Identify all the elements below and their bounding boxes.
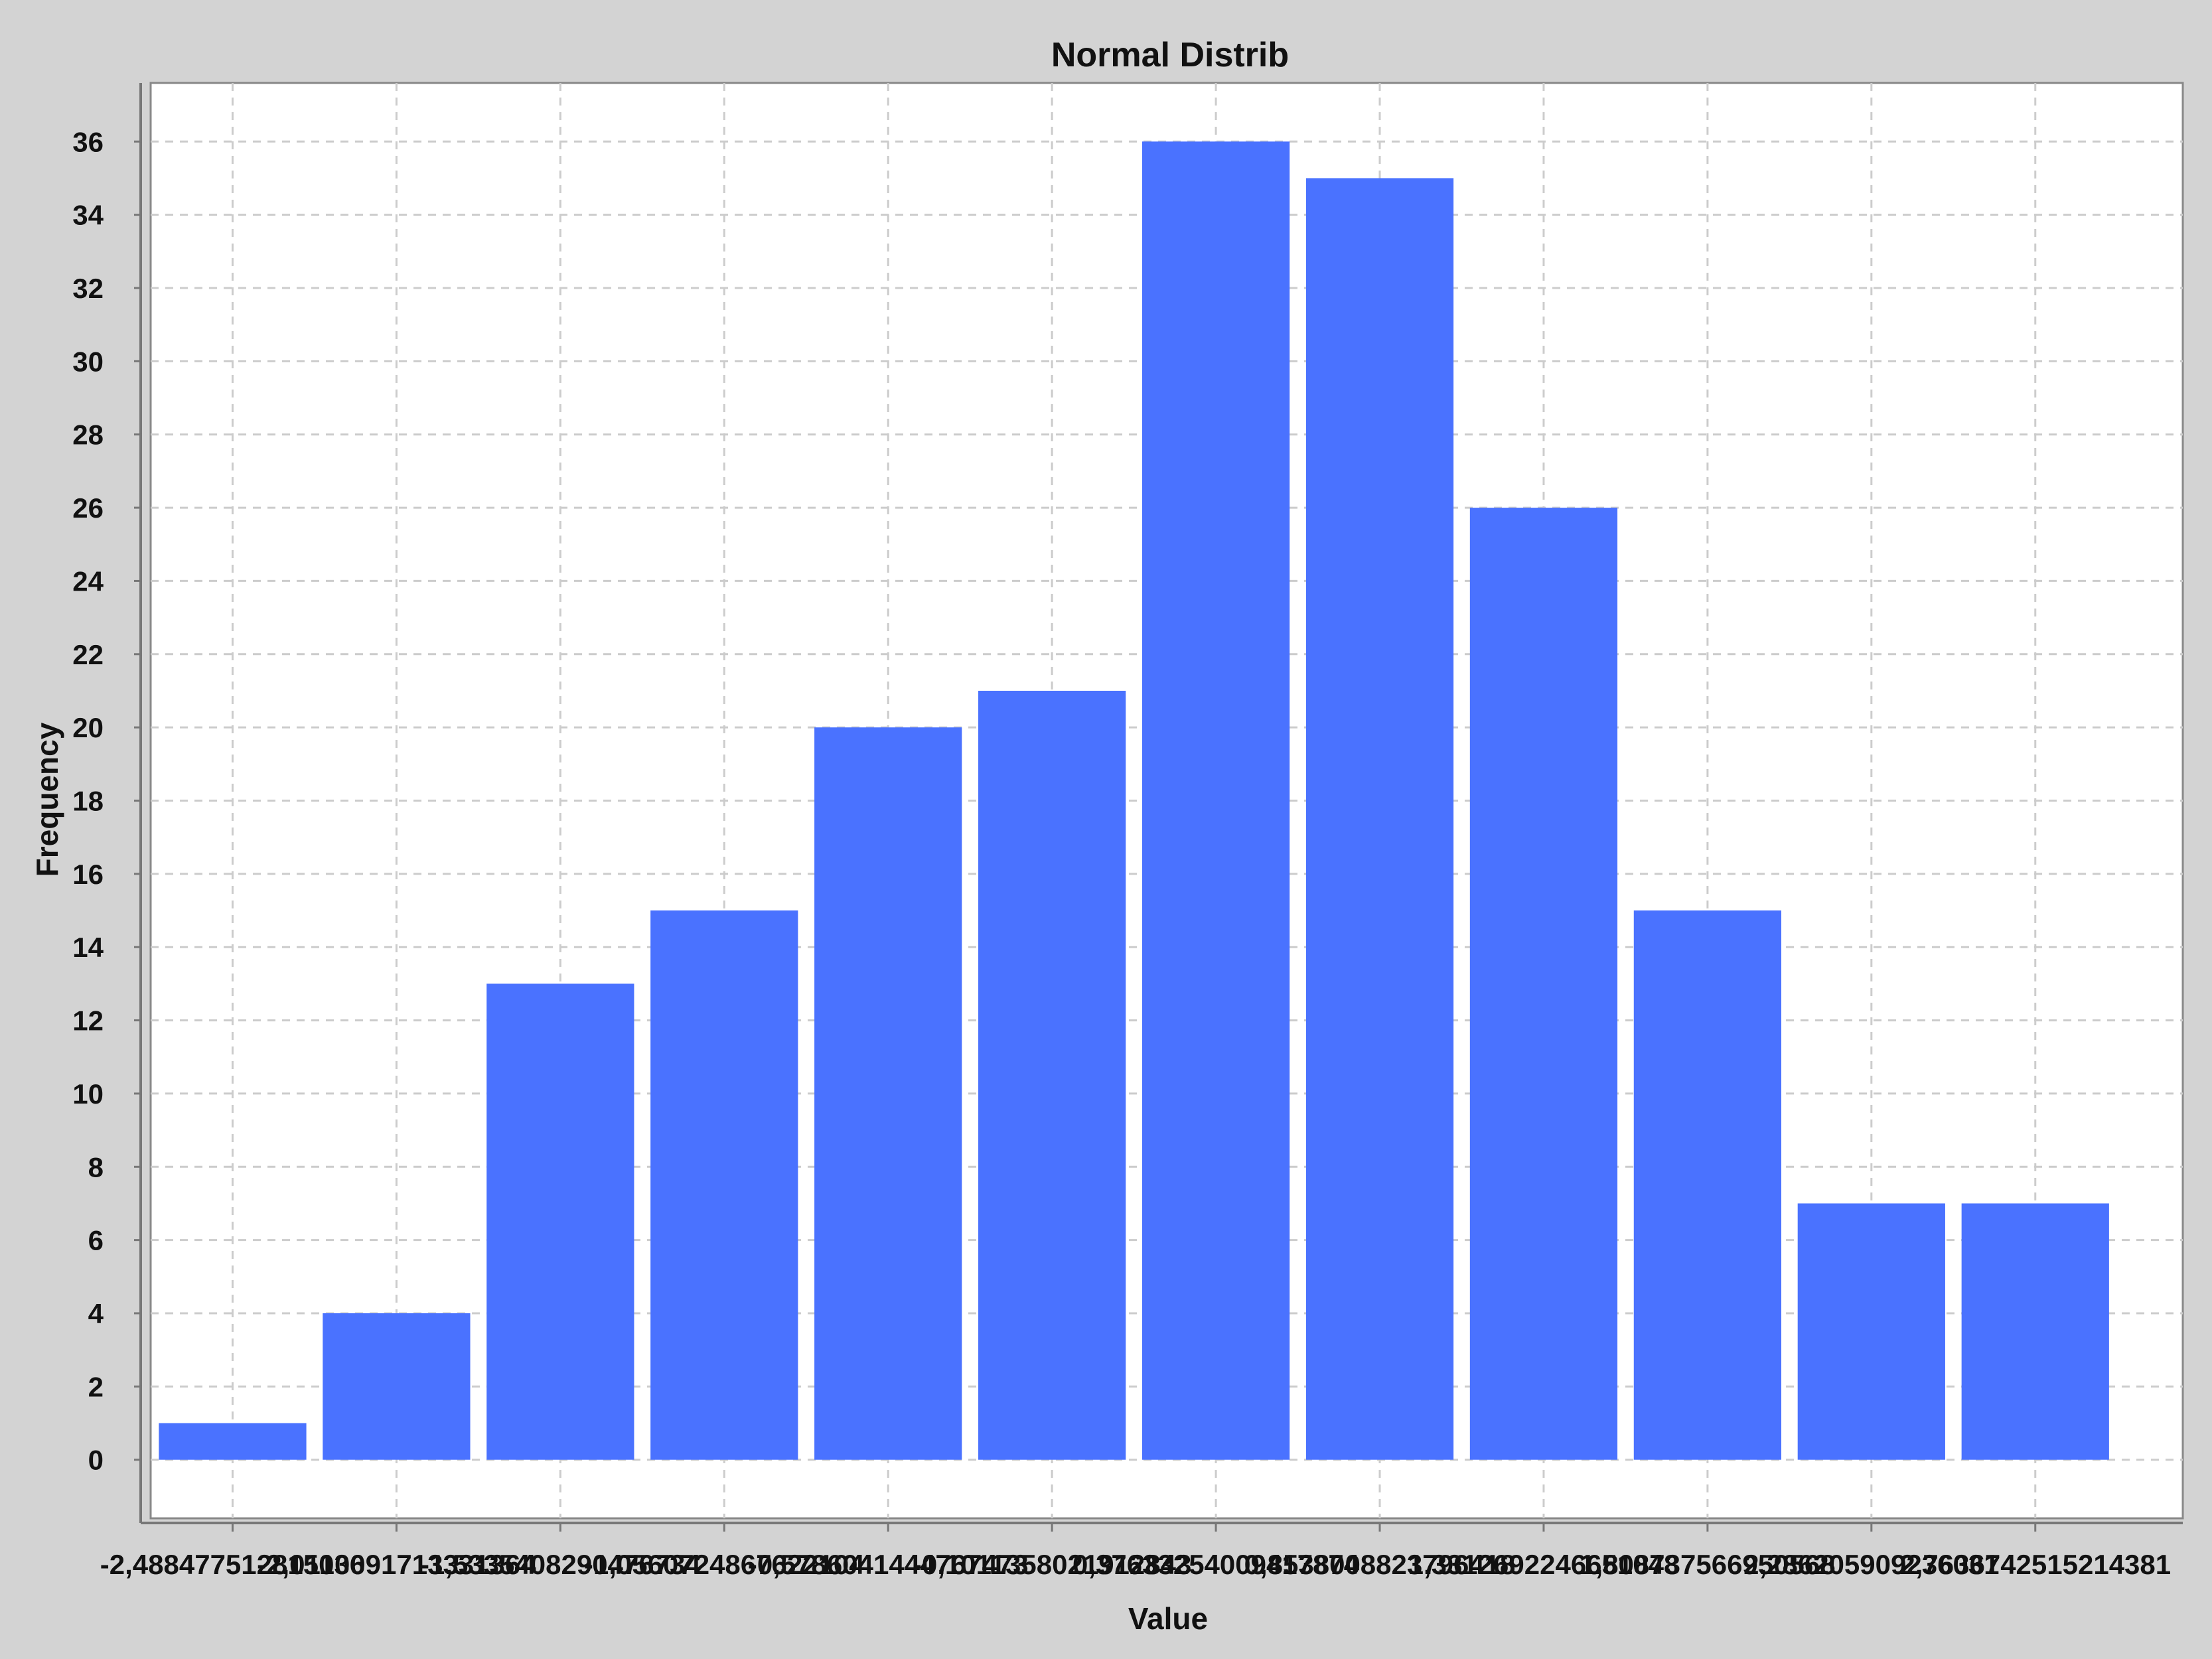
bar [650, 910, 798, 1460]
y-tick-label: 0 [88, 1445, 104, 1476]
chart-title: Normal Distrib [1051, 36, 1289, 74]
y-tick-label: 28 [72, 419, 104, 451]
x-tick-label: -0,5786041444767473 [748, 1549, 1029, 1580]
y-tick-label: 24 [72, 565, 104, 597]
bar [1961, 1203, 2109, 1460]
y-tick-label: 34 [72, 200, 104, 231]
y-axis-label: Frequency [30, 722, 64, 877]
bar [1797, 1203, 1945, 1460]
y-tick-label: 16 [72, 859, 104, 890]
bar [159, 1423, 307, 1460]
y-tick-label: 8 [88, 1151, 104, 1183]
x-tick-label: -1,5335408290476734 [420, 1549, 701, 1580]
y-tick-label: 14 [72, 932, 104, 963]
y-tick-label: 4 [88, 1298, 104, 1329]
bar [978, 690, 1126, 1460]
y-tick-label: 22 [72, 639, 104, 670]
bar [1142, 141, 1290, 1460]
y-tick-label: 6 [88, 1225, 104, 1256]
x-tick-label: -0,1011358021912843 [913, 1549, 1191, 1580]
y-tick-label: 10 [72, 1078, 104, 1110]
y-tick-label: 30 [72, 346, 104, 377]
x-tick-label: -1,0560724867622104 [584, 1549, 865, 1580]
bars [159, 141, 2109, 1460]
x-axis-label: Value [1128, 1601, 1208, 1636]
bar [1469, 508, 1618, 1460]
y-tick-label: 18 [72, 786, 104, 817]
bar [486, 983, 634, 1460]
x-tick-label: -2,0110091713331364 [257, 1549, 536, 1580]
y-tick-label: 36 [72, 126, 104, 157]
x-tick-label: 2,7636742515214381 [1899, 1549, 2171, 1580]
y-tick-label: 32 [72, 273, 104, 304]
x-tick-label: -2,488477512815036 [100, 1549, 365, 1580]
y-tick-label: 20 [72, 712, 104, 743]
x-axis-ticks: -2,488477512815036-2,0110091713331364-1,… [100, 1524, 2171, 1580]
bar [323, 1313, 471, 1460]
x-tick-label: 1,808737566950568 [1580, 1549, 1835, 1580]
y-tick-label: 12 [72, 1005, 104, 1037]
bar [814, 727, 962, 1460]
y-tick-label: 26 [72, 492, 104, 524]
y-tick-label: 2 [88, 1371, 104, 1402]
x-tick-label: 2,286205909236031 [1743, 1549, 1999, 1580]
x-tick-label: 0,37633254009417874 [1072, 1549, 1360, 1580]
bar [1305, 178, 1454, 1460]
x-tick-label: 0,8538008823796418 [1244, 1549, 1516, 1580]
bar [1633, 910, 1782, 1460]
x-tick-label: 1,3312692246651048 [1408, 1549, 1680, 1580]
